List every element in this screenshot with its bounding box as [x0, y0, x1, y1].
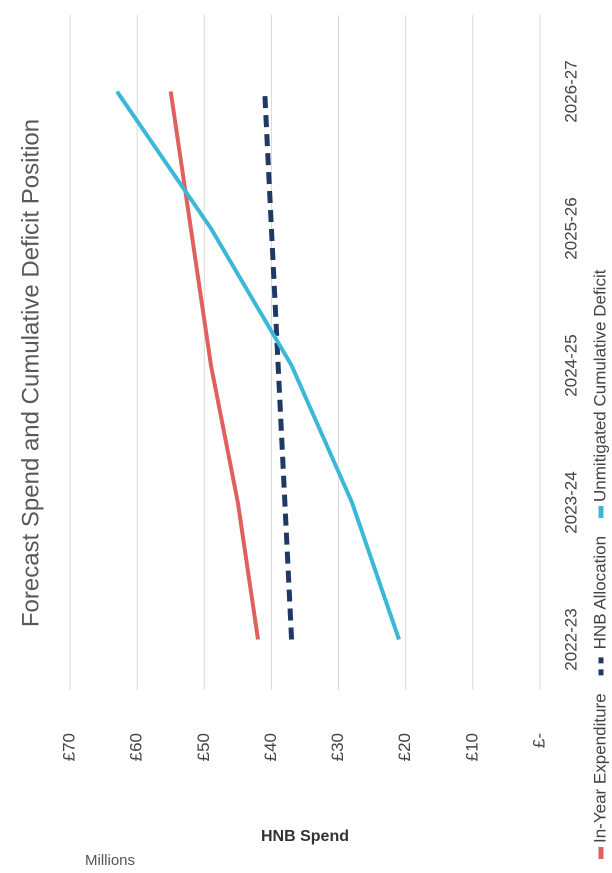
- series-line: [168, 91, 260, 640]
- chart-title: Forecast Spend and Cumulative Deficit Po…: [17, 119, 44, 627]
- x-tick-label: 2024-25: [561, 334, 580, 396]
- y-tick-label: £40: [261, 733, 280, 761]
- y-tick-label: £50: [194, 733, 213, 761]
- y-tick-label: £10: [462, 733, 481, 761]
- y-tick-label: £70: [59, 733, 78, 761]
- x-tick-label: 2026-27: [561, 60, 580, 122]
- x-tick-label: 2023-24: [561, 471, 580, 533]
- x-tick-label: 2022-23: [561, 608, 580, 670]
- series-line: [262, 91, 295, 640]
- y-axis-title: HNB Spend: [261, 828, 349, 845]
- rotated-chart: Forecast Spend and Cumulative Deficit Po…: [17, 15, 609, 869]
- x-tick-label: 2025-26: [561, 197, 580, 259]
- legend-label: In-Year Expenditure: [590, 693, 609, 843]
- legend-label: HNB Allocation: [590, 536, 609, 649]
- y-tick-label: £20: [395, 733, 414, 761]
- y-axis-unit: Millions: [85, 852, 135, 869]
- y-tick-label: £60: [127, 733, 146, 761]
- series-line: [115, 90, 401, 641]
- y-tick-label: £-: [529, 733, 548, 748]
- y-tick-label: £30: [328, 733, 347, 761]
- legend-label: Unmitigated Cumulative Deficit: [590, 269, 609, 502]
